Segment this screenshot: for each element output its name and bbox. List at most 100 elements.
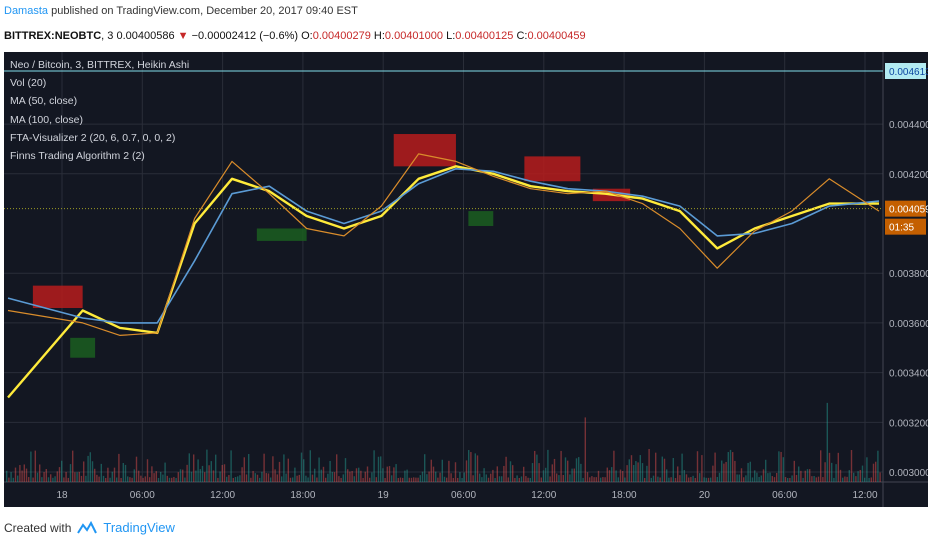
volume-bar <box>674 477 677 482</box>
y-tick-label: 0.00300000 <box>889 468 928 479</box>
volume-bar <box>76 472 78 482</box>
volume-bar <box>839 469 842 482</box>
current-price-tag: 0.00405972 <box>889 205 928 216</box>
interval: , 3 <box>101 30 114 42</box>
volume-bar <box>210 461 212 482</box>
volume-bar <box>410 477 413 482</box>
volume-bar <box>707 477 710 482</box>
volume-bar <box>197 459 199 482</box>
x-tick-label: 18 <box>56 490 68 501</box>
volume-bar <box>17 475 19 482</box>
volume-bar <box>855 476 857 482</box>
author-link[interactable]: Damasta <box>4 5 49 17</box>
volume-bar <box>705 477 707 482</box>
volume-bar <box>778 451 780 482</box>
volume-bar <box>798 466 800 482</box>
close-value: 0.00400459 <box>527 30 586 42</box>
volume-bar <box>800 470 802 482</box>
volume-bar <box>787 477 789 482</box>
volume-bar <box>514 477 516 482</box>
volume-bar <box>171 477 173 482</box>
volume-bar <box>395 464 397 482</box>
volume-bar <box>789 477 791 482</box>
volume-bar <box>105 477 107 482</box>
tradingview-link[interactable]: TradingView <box>103 520 175 535</box>
chart-canvas[interactable]: 0.00300000 0.00320000 0.00340000 0.00360000… <box>4 52 928 507</box>
volume-bar <box>329 460 331 482</box>
volume-bar <box>272 456 274 482</box>
volume-bar <box>305 475 307 482</box>
volume-bar <box>424 454 426 482</box>
volume-bar <box>289 477 292 482</box>
volume-bar <box>432 466 435 482</box>
y-tick-label: 0.00320000 <box>889 418 928 429</box>
volume-bar <box>481 477 483 482</box>
volume-bar <box>824 462 826 482</box>
volume-bar <box>842 477 844 482</box>
volume-bar <box>340 477 342 482</box>
open-label: O: <box>301 30 313 42</box>
volume-bar <box>701 455 703 482</box>
volume-bar <box>485 474 487 482</box>
volume-bar <box>292 477 294 482</box>
legend-fta[interactable]: FTA-Visualizer 2 (20, 6, 0.7, 0, 0, 2) <box>10 131 176 144</box>
volume-bar <box>175 477 177 482</box>
volume-bar <box>314 468 316 482</box>
volume-bar <box>760 475 762 482</box>
volume-bar <box>111 471 113 482</box>
volume-bar <box>527 477 529 482</box>
volume-bar <box>41 477 43 482</box>
volume-bar <box>628 459 630 482</box>
volume-bar <box>320 469 322 482</box>
legend-vol[interactable]: Vol (20) <box>10 77 47 90</box>
volume-bar <box>406 469 408 482</box>
volume-bar <box>602 477 604 482</box>
volume-bar <box>784 477 787 482</box>
volume-bar <box>529 477 531 482</box>
volume-bar <box>677 466 679 482</box>
volume-bar <box>19 465 21 482</box>
volume-bar <box>89 452 91 482</box>
volume-bar <box>846 476 848 482</box>
volume-bar <box>666 469 668 482</box>
volume-bar <box>278 461 281 482</box>
volume-bar <box>512 465 514 482</box>
volume-bar <box>474 453 476 482</box>
volume-bar <box>844 476 846 482</box>
volume-bar <box>498 476 501 482</box>
volume-bar <box>569 474 571 482</box>
y-tick-label: 0.00360000 <box>889 319 928 330</box>
volume-bar <box>657 476 659 482</box>
volume-bar <box>641 463 644 482</box>
volume-bar <box>146 459 149 482</box>
volume-bar <box>879 472 881 482</box>
high-value: 0.00401000 <box>384 30 444 42</box>
volume-bar <box>100 463 102 482</box>
volume-bar <box>597 470 600 482</box>
volume-bar <box>776 472 778 482</box>
volume-bar <box>45 469 47 482</box>
price-chart[interactable]: 0.00300000 0.00320000 0.00340000 0.00360000… <box>4 52 928 507</box>
volume-bar <box>668 477 670 482</box>
volume-bar <box>309 450 311 482</box>
legend-finns[interactable]: Finns Trading Algorithm 2 (2) <box>10 150 145 163</box>
volume-bar <box>296 475 298 482</box>
volume-bar <box>721 460 723 482</box>
volume-bar <box>421 471 424 482</box>
legend-ma100[interactable]: MA (100, close) <box>10 113 83 126</box>
volume-bar <box>327 473 329 482</box>
volume-bar <box>36 472 39 482</box>
volume-bar <box>465 460 468 482</box>
x-tick-label: 06:00 <box>130 490 155 501</box>
volume-bar <box>237 476 239 482</box>
volume-bar <box>307 477 309 482</box>
volume-bar <box>281 476 283 482</box>
legend-ma50[interactable]: MA (50, close) <box>10 95 78 108</box>
volume-bar <box>875 461 877 482</box>
volume-bar <box>232 477 234 482</box>
volume-bar <box>633 465 635 482</box>
volume-bar <box>729 449 732 482</box>
top-price-tag-bg <box>885 63 926 80</box>
indicator-zone <box>70 337 96 358</box>
volume-bar <box>208 465 210 482</box>
